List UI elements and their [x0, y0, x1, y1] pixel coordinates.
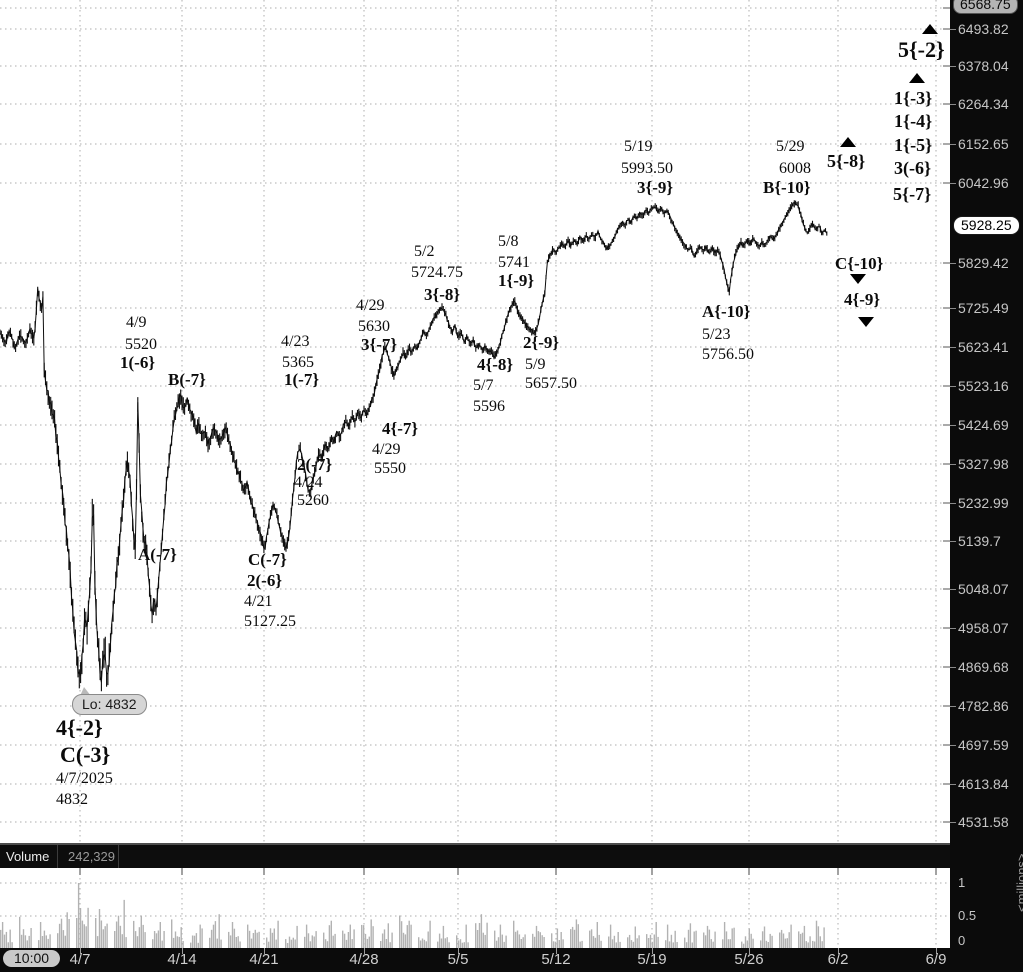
- price-chart-pane[interactable]: 4/9 5520 1(-6} B(-7} A(-7} 4/23 5365 1(-7} 2(-7}…: [0, 0, 950, 843]
- time-axis-label: 6/9: [925, 951, 947, 968]
- time-axis-tick: [936, 948, 937, 954]
- volume-header: Volume 242,329: [0, 843, 950, 868]
- time-axis-tick: [749, 948, 750, 954]
- price-axis-label: 5232.99: [958, 495, 1009, 511]
- time-axis-label: 4/21: [249, 951, 279, 968]
- price-axis-label: 5327.98: [958, 456, 1009, 472]
- time-axis-label: 4/14: [167, 951, 197, 968]
- price-axis-label: 6152.65: [958, 136, 1009, 152]
- time-badge: 10:00: [3, 950, 61, 967]
- price-axis-label: 5424.69: [958, 417, 1009, 433]
- price-axis-tick: [950, 745, 956, 746]
- price-axis-tick: [950, 667, 956, 668]
- volume-axis-label: 0.5: [958, 908, 977, 923]
- price-axis-tick: [950, 503, 956, 504]
- time-axis-tick: [652, 948, 653, 954]
- time-axis-tick: [264, 948, 265, 954]
- price-axis-label: 6378.04: [958, 58, 1009, 74]
- time-axis-label: 5/5: [447, 951, 469, 968]
- time-axis-tick: [80, 948, 81, 954]
- price-axis-tick: [950, 29, 956, 30]
- price-axis-label: 5523.16: [958, 378, 1009, 394]
- time-axis-label: 4/7: [69, 951, 91, 968]
- time-axis-label: 5/26: [734, 951, 764, 968]
- volume-title-label: Volume: [6, 849, 50, 864]
- price-axis-label: 5048.07: [958, 581, 1009, 597]
- price-axis-label: 6493.82: [958, 21, 1009, 37]
- price-axis-tick: [950, 589, 956, 590]
- time-axis-label: 5/12: [541, 951, 571, 968]
- price-axis-label: 5829.42: [958, 255, 1009, 271]
- time-axis-tick: [182, 948, 183, 954]
- price-axis-label: 4697.59: [958, 737, 1009, 753]
- price-axis-label: 5623.41: [958, 339, 1009, 355]
- last-price-badge: 5928.25: [953, 216, 1020, 235]
- volume-pane[interactable]: [0, 868, 950, 948]
- price-axis[interactable]: 6568.75 5928.25 6493.82 6378.04 6264.34 615…: [950, 0, 1023, 948]
- time-axis[interactable]: 10:00 4/7 4/14 4/21 4/28 5/5 5/12 5/19 5/26 6/2 6…: [0, 948, 1023, 972]
- time-axis-tick: [364, 948, 365, 954]
- price-axis-label: 6264.34: [958, 96, 1009, 112]
- low-price-badge: Lo: 4832: [72, 694, 147, 715]
- time-axis-label: 5/19: [637, 951, 667, 968]
- price-axis-tick: [950, 308, 956, 309]
- high-price-badge: 6568.75: [953, 0, 1018, 14]
- time-axis-tick: [838, 948, 839, 954]
- price-axis-tick: [950, 541, 956, 542]
- price-axis-label: 4613.84: [958, 776, 1009, 792]
- price-axis-label: 5139.7: [958, 533, 1001, 549]
- time-axis-tick: [556, 948, 557, 954]
- price-chart-canvas: [0, 0, 950, 843]
- price-axis-tick: [950, 425, 956, 426]
- price-axis-label: 4531.58: [958, 814, 1009, 830]
- volume-axis-label: 1: [958, 875, 966, 890]
- header-separator: [118, 845, 119, 868]
- time-axis-tick: [458, 948, 459, 954]
- price-axis-tick: [950, 183, 956, 184]
- price-axis-tick: [950, 464, 956, 465]
- price-axis-tick: [950, 822, 956, 823]
- price-axis-label: 4958.07: [958, 620, 1009, 636]
- price-axis-label: 4782.86: [958, 698, 1009, 714]
- price-axis-label: 6042.96: [958, 175, 1009, 191]
- price-axis-tick: [950, 706, 956, 707]
- volume-unit-label: <millions>: [1014, 853, 1023, 912]
- time-axis-label: 4/28: [349, 951, 379, 968]
- price-axis-label: 5725.49: [958, 300, 1009, 316]
- price-axis-tick: [950, 347, 956, 348]
- price-axis-tick: [950, 784, 956, 785]
- price-axis-tick: [950, 66, 956, 67]
- volume-axis-label: 0: [958, 933, 966, 948]
- low-badge-pointer: [80, 687, 91, 696]
- price-axis-tick: [950, 144, 956, 145]
- volume-axis[interactable]: 1 0.5 0: [950, 868, 1023, 948]
- price-axis-tick: [950, 263, 956, 264]
- volume-value: 242,329: [68, 849, 115, 864]
- price-axis-label: 4869.68: [958, 659, 1009, 675]
- price-axis-tick: [950, 386, 956, 387]
- time-axis-label: 6/2: [827, 951, 849, 968]
- price-axis-tick: [950, 628, 956, 629]
- volume-canvas: [0, 868, 950, 948]
- header-separator: [57, 845, 58, 868]
- price-axis-tick: [950, 104, 956, 105]
